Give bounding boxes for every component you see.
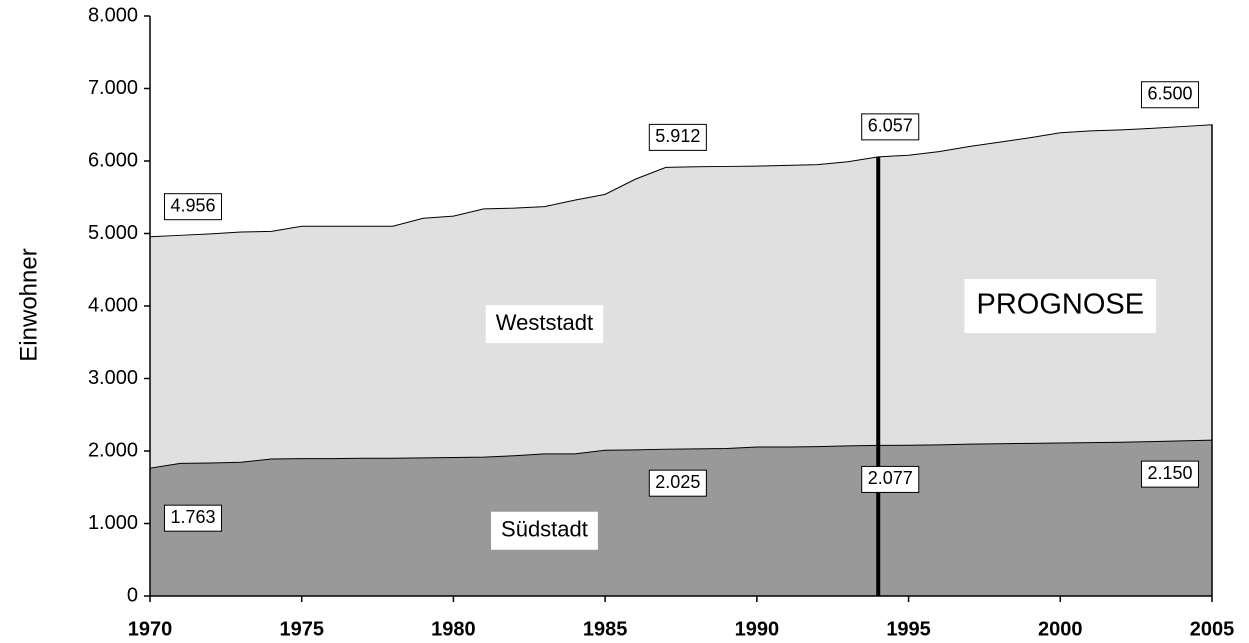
data-label: 2.077 — [868, 468, 913, 488]
y-axis-label: Einwohner — [15, 248, 42, 361]
y-tick-label: 8.000 — [88, 4, 138, 26]
data-label: 2.025 — [655, 472, 700, 492]
x-tick-label: 1995 — [886, 618, 931, 640]
data-label: 6.057 — [868, 116, 913, 136]
annotation-box — [491, 511, 598, 550]
y-tick-label: 5.000 — [88, 222, 138, 244]
y-tick-label: 6.000 — [88, 149, 138, 171]
x-tick-label: 1980 — [431, 618, 476, 640]
y-tick-label: 4.000 — [88, 294, 138, 316]
annotation: Südstadt — [501, 517, 588, 542]
annotation-box — [485, 305, 604, 344]
y-tick-label: 3.000 — [88, 367, 138, 389]
y-tick-label: 1.000 — [88, 512, 138, 534]
x-tick-label: 1970 — [128, 618, 173, 640]
data-label-box — [861, 465, 920, 493]
data-label: 5.912 — [655, 126, 700, 146]
data-label-box — [163, 193, 223, 221]
data-label-box — [648, 469, 707, 497]
data-label-box — [648, 123, 707, 151]
data-label: 4.956 — [170, 195, 215, 215]
data-label-box — [163, 504, 223, 532]
data-label: 6.500 — [1147, 84, 1192, 104]
x-tick-label: 2005 — [1190, 618, 1235, 640]
data-label-box — [861, 113, 920, 141]
area — [149, 439, 1213, 597]
y-tick-label: 0 — [127, 584, 138, 606]
y-tick-label: 2.000 — [88, 439, 138, 461]
data-label-box — [1140, 81, 1200, 109]
x-tick-label: 1990 — [735, 618, 780, 640]
x-tick-label: 2000 — [1038, 618, 1083, 640]
y-tick-label: 7.000 — [88, 77, 138, 99]
x-tick-label: 1975 — [279, 618, 324, 640]
annotation: Weststadt — [496, 310, 593, 335]
data-label-box — [1140, 460, 1200, 488]
annotation-box — [964, 279, 1157, 333]
annotation: PROGNOSE — [976, 289, 1144, 321]
data-label: 2.150 — [1147, 463, 1192, 483]
x-tick-label: 1985 — [583, 618, 628, 640]
data-label: 1.763 — [170, 507, 215, 527]
